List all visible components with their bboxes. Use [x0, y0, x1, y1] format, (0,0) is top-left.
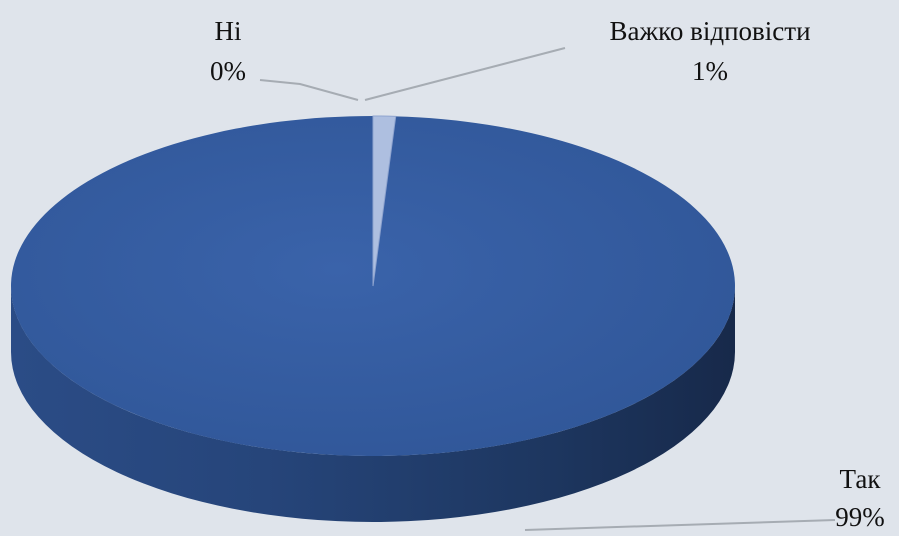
label-vazhko-value: 1%	[692, 56, 728, 86]
slice-vazhko	[372, 115, 397, 287]
leader-vazhko	[364, 47, 566, 101]
pie-side-wall	[11, 286, 735, 522]
label-vazhko-name: Важко відповісти	[609, 16, 810, 46]
label-tak-name: Так	[840, 464, 882, 494]
label-tak-value: 99%	[835, 502, 885, 532]
label-ni-name: Ні	[215, 16, 242, 46]
label-ni-value: 0%	[210, 56, 246, 86]
leader-tak	[524, 519, 836, 531]
leader-ni	[259, 79, 359, 101]
